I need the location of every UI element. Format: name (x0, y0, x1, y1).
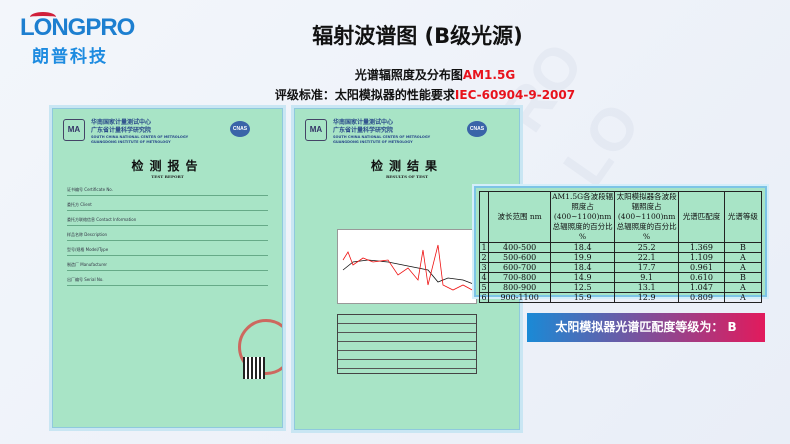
table-row: 3 600-700 18.4 17.7 0.961 A (478, 262, 763, 273)
simulator-curve (342, 244, 477, 293)
doc-title: 检测结果 (370, 159, 443, 173)
table-cell: 1.109 (678, 252, 725, 263)
table-row: 4 700-800 14.9 9.1 0.610 B (478, 272, 763, 283)
cma-logo-icon: MA (63, 119, 85, 141)
table-cell: 600-700 (488, 262, 552, 273)
table-cell: 9.1 (614, 272, 680, 283)
am15g-curve (342, 259, 477, 286)
table-cell: 17.7 (614, 262, 680, 273)
qr-code-icon (243, 357, 265, 379)
logo: LONGPRO 朗普科技 (20, 12, 140, 67)
table-cell: 500-600 (488, 252, 552, 263)
table-cell: 700-800 (488, 272, 552, 283)
table-cell: B (723, 272, 763, 283)
table-cell: A (723, 252, 763, 263)
cnas-logo-icon: CNAS (467, 121, 487, 137)
table-cell: 400-500 (488, 242, 552, 253)
table-row: 5 800-900 12.5 13.1 1.047 A (478, 282, 763, 293)
standard-text: 评级标准：太阳模拟器的性能要求 (274, 88, 455, 102)
table-cell: 12.5 (550, 282, 616, 293)
cma-logo-icon: MA (305, 119, 327, 141)
table-cell: 19.9 (550, 252, 616, 263)
table-row: 2 500-600 19.9 22.1 1.109 A (478, 252, 763, 263)
table-cell: 12.9 (614, 292, 680, 303)
table-cell: 900-1100 (488, 292, 552, 303)
spectral-match-table: 波长范围 nm AM1.5G各波段辐照度占(400~1100)nm总辐照度的百分比… (474, 186, 767, 303)
subtitle-standard: 评级标准：太阳模拟器的性能要求IEC-60904-9-2007 (0, 86, 790, 103)
doc-header: MA 华南国家计量测试中心 广东省计量科学研究院 SOUTH CHINA NATIO… (301, 117, 513, 153)
table-cell: 3 (478, 262, 490, 273)
table-row: 6 900-1100 15.9 12.9 0.809 A (478, 292, 763, 303)
table-cell: A (723, 292, 763, 303)
logo-text-cn: 朗普科技 (32, 47, 108, 67)
cnas-logo-icon: CNAS (230, 121, 250, 137)
table-cell: 1 (478, 242, 490, 253)
doc-title: 检测报告 (131, 159, 204, 173)
table-cell: 1.047 (678, 282, 725, 293)
table-cell: A (723, 282, 763, 293)
doc-subtitle: RESULTS OF TEST (385, 174, 429, 179)
table-cell: 2 (478, 252, 490, 263)
spectrum-chart-image (337, 229, 477, 304)
page-title: 辐射波谱图 (B级光源) (312, 24, 523, 48)
table-header-row: 波长范围 nm AM1.5G各波段辐照度占(400~1100)nm总辐照度的百分比… (478, 191, 763, 243)
table-cell: 5 (478, 282, 490, 293)
table-cell: 4 (478, 272, 490, 283)
doc-fields: 证书编号 Certificate No. 委托方 Client 委托方联络信息 Co… (67, 187, 268, 286)
table-cell: 0.610 (678, 272, 725, 283)
table-cell: A (723, 262, 763, 273)
spectral-grade-banner: 太阳模拟器光谱匹配度等级为： B (527, 313, 765, 342)
table-cell: 13.1 (614, 282, 680, 293)
institute-name: 华南国家计量测试中心 广东省计量科学研究院 SOUTH CHINA NATIONAL… (333, 119, 431, 144)
subtitle-spectrum: 光谱辐照度及分布图AM1.5G (0, 66, 790, 83)
doc-header: MA 华南国家计量测试中心 广东省计量科学研究院 SOUTH CHINA NATIO… (59, 117, 276, 153)
table-cell: 22.1 (614, 252, 680, 263)
table-cell: 6 (478, 292, 490, 303)
results-mini-table (337, 314, 477, 374)
table-cell: 15.9 (550, 292, 616, 303)
table-row: 1 400-500 18.4 25.2 1.369 B (478, 242, 763, 253)
table-cell: 0.809 (678, 292, 725, 303)
table-cell: B (723, 242, 763, 253)
subtitle-text: 光谱辐照度及分布图 (354, 68, 463, 82)
table-cell: 1.369 (678, 242, 725, 253)
table-cell: 14.9 (550, 272, 616, 283)
institute-name: 华南国家计量测试中心 广东省计量科学研究院 SOUTH CHINA NATIONAL… (91, 119, 189, 144)
test-report-document: MA 华南国家计量测试中心 广东省计量科学研究院 SOUTH CHINA NATIO… (52, 108, 283, 428)
table-cell: 0.961 (678, 262, 725, 273)
table-cell: 25.2 (614, 242, 680, 253)
doc-subtitle: TEST REPORT (151, 174, 184, 179)
subtitle-highlight: AM1.5G (462, 68, 516, 82)
table-cell: 18.4 (550, 262, 616, 273)
logo-swoosh-icon (30, 12, 56, 22)
table-cell: 18.4 (550, 242, 616, 253)
standard-highlight: IEC-60904-9-2007 (454, 88, 576, 102)
table-cell: 800-900 (488, 282, 552, 293)
